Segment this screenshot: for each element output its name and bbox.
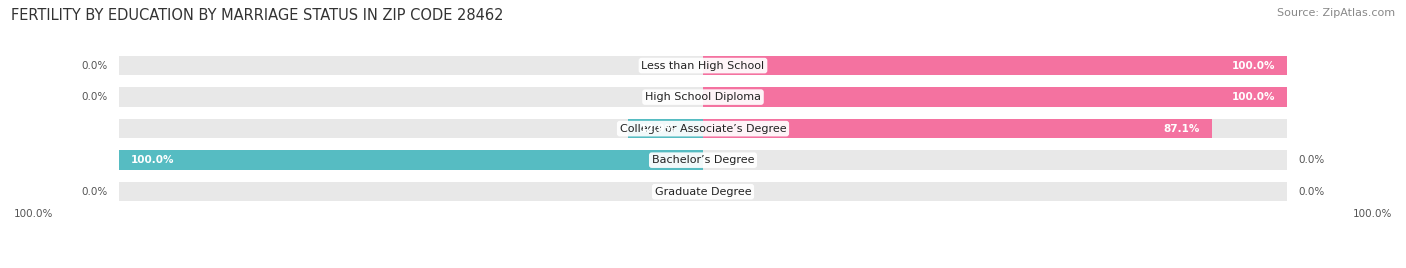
Text: Graduate Degree: Graduate Degree — [655, 187, 751, 197]
Text: 0.0%: 0.0% — [82, 92, 107, 102]
Bar — [703, 56, 1286, 75]
Bar — [120, 87, 1286, 107]
Bar — [120, 182, 1286, 202]
Text: 12.9%: 12.9% — [640, 124, 675, 134]
Text: 0.0%: 0.0% — [1299, 155, 1324, 165]
Text: 0.0%: 0.0% — [82, 61, 107, 70]
Bar — [120, 150, 703, 170]
Text: 100.0%: 100.0% — [1353, 209, 1392, 219]
Text: 100.0%: 100.0% — [1232, 92, 1275, 102]
Text: 100.0%: 100.0% — [14, 209, 53, 219]
Text: Bachelor’s Degree: Bachelor’s Degree — [652, 155, 754, 165]
Text: College or Associate’s Degree: College or Associate’s Degree — [620, 124, 786, 134]
Bar — [703, 119, 1212, 138]
Text: 0.0%: 0.0% — [1299, 187, 1324, 197]
Bar — [120, 119, 1286, 138]
Text: 100.0%: 100.0% — [131, 155, 174, 165]
Text: Less than High School: Less than High School — [641, 61, 765, 70]
Bar — [120, 56, 1286, 75]
Text: 0.0%: 0.0% — [82, 187, 107, 197]
Text: High School Diploma: High School Diploma — [645, 92, 761, 102]
Text: Source: ZipAtlas.com: Source: ZipAtlas.com — [1277, 8, 1395, 18]
Text: FERTILITY BY EDUCATION BY MARRIAGE STATUS IN ZIP CODE 28462: FERTILITY BY EDUCATION BY MARRIAGE STATU… — [11, 8, 503, 23]
Text: 87.1%: 87.1% — [1164, 124, 1199, 134]
Bar — [627, 119, 703, 138]
Text: 100.0%: 100.0% — [1232, 61, 1275, 70]
Bar — [703, 87, 1286, 107]
Bar — [120, 150, 1286, 170]
